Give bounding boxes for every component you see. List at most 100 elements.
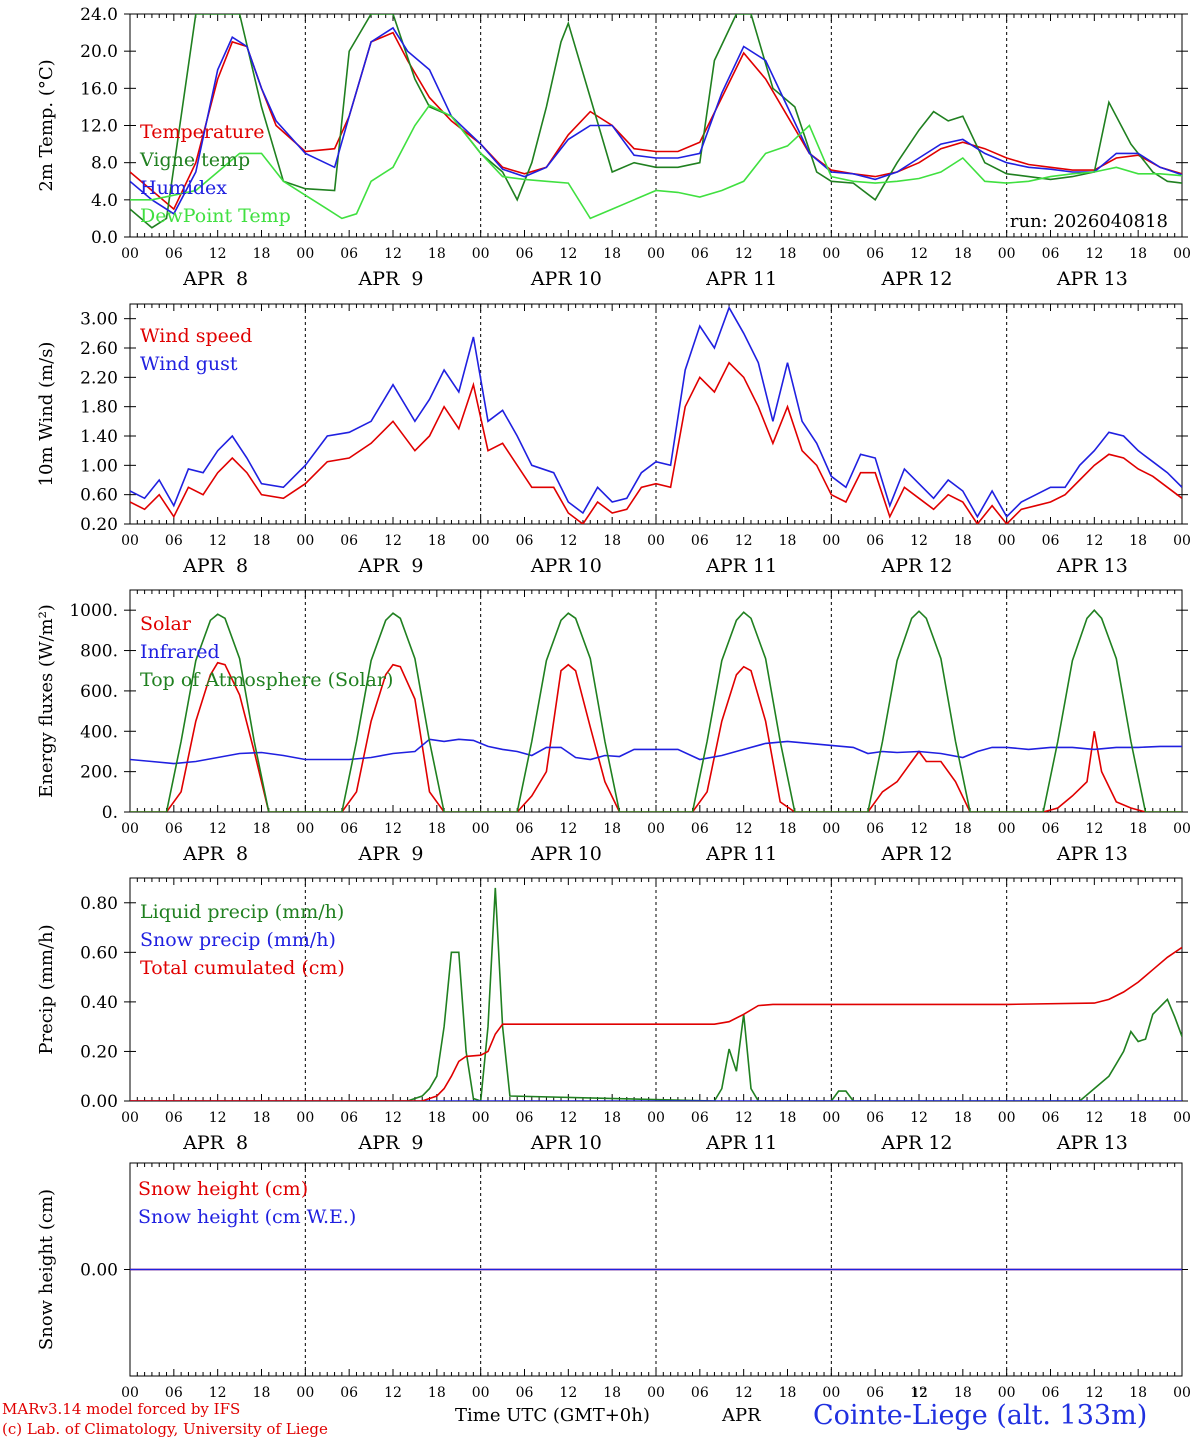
- x-tick-label: 00: [472, 533, 490, 549]
- day-label: APR 10: [530, 1132, 602, 1154]
- day-label: APR 12: [880, 268, 952, 290]
- y-axis-title-4: Snow height (cm): [36, 1189, 57, 1350]
- x-tick-label: 18: [428, 533, 446, 549]
- series-line-humidex: [130, 26, 1182, 215]
- day-label: APR 13: [1056, 843, 1128, 865]
- superscript-label: 12: [912, 1386, 928, 1400]
- time-axis-label: Time UTC (GMT+0h): [455, 1405, 650, 1426]
- x-tick-label: 06: [340, 533, 358, 549]
- x-tick-label: 18: [428, 821, 446, 837]
- y-tick-label: 0.0: [91, 228, 118, 248]
- x-tick-label: 00: [121, 821, 139, 837]
- x-tick-label: 12: [384, 246, 402, 262]
- x-tick-label: 12: [559, 246, 577, 262]
- day-label: APR 11: [705, 268, 777, 290]
- x-tick-label: 00: [472, 246, 490, 262]
- x-tick-label: 12: [384, 1385, 402, 1398]
- day-label: APR 9: [358, 555, 424, 577]
- x-tick-label: 00: [822, 533, 840, 549]
- x-tick-label: 12: [735, 821, 753, 837]
- series-line-dewpoint-temp: [130, 104, 1182, 220]
- y-axis-title-0: 2m Temp. (°C): [36, 59, 57, 191]
- x-tick-label: 12: [209, 821, 227, 837]
- x-tick-label: 06: [165, 821, 183, 837]
- x-tick-label: 18: [779, 821, 797, 837]
- day-label: APR 12: [880, 843, 952, 865]
- x-tick-label: 12: [559, 821, 577, 837]
- legend-entry: DewPoint Temp: [140, 205, 291, 227]
- x-tick-label: 00: [296, 821, 314, 837]
- x-tick-label: 12: [910, 821, 928, 837]
- x-tick-label: 00: [121, 533, 139, 549]
- x-tick-label: 00: [998, 533, 1016, 549]
- x-tick-label: 00: [822, 821, 840, 837]
- run-annotation: run: 2026040818: [1010, 211, 1168, 232]
- x-tick-label: 00: [1173, 1385, 1191, 1398]
- x-tick-label: 06: [1042, 533, 1060, 549]
- day-label: APR 12: [880, 1132, 952, 1154]
- x-tick-label: 12: [910, 246, 928, 262]
- y-tick-label: 0.20: [80, 515, 118, 535]
- day-label: APR 11: [705, 555, 777, 577]
- x-tick-label: 00: [647, 533, 665, 549]
- x-tick-label: 12: [384, 821, 402, 837]
- day-label: APR 13: [1056, 1132, 1128, 1154]
- series-line-temperature: [130, 31, 1182, 211]
- x-tick-label: 12: [910, 1110, 928, 1126]
- x-tick-label: 00: [472, 821, 490, 837]
- y-tick-label: 16.0: [80, 79, 118, 99]
- x-tick-label: 06: [866, 246, 884, 262]
- legend-entry: Snow precip (mm/h): [140, 929, 336, 951]
- x-tick-label: 00: [647, 1385, 665, 1398]
- y-tick-label: 200.: [80, 763, 118, 783]
- x-tick-label: 00: [121, 1110, 139, 1126]
- x-tick-label: 00: [296, 533, 314, 549]
- x-tick-label: 06: [1042, 246, 1060, 262]
- x-tick-label: 18: [603, 1385, 621, 1398]
- x-tick-label: 18: [253, 1110, 271, 1126]
- x-tick-label: 18: [1129, 533, 1147, 549]
- x-tick-label: 18: [603, 821, 621, 837]
- x-tick-label: 06: [340, 1110, 358, 1126]
- x-tick-label: 06: [516, 1110, 534, 1126]
- y-tick-label: 600.: [80, 682, 118, 702]
- y-tick-label: 1.80: [80, 398, 118, 418]
- day-label: APR 8: [182, 268, 248, 290]
- day-label: APR 8: [182, 843, 248, 865]
- x-tick-label: 12: [735, 1110, 753, 1126]
- x-tick-label: 18: [779, 246, 797, 262]
- day-label: APR 13: [1056, 268, 1128, 290]
- day-label: APR 11: [705, 1132, 777, 1154]
- x-tick-label: 06: [340, 821, 358, 837]
- y-tick-label: 0.: [102, 803, 118, 823]
- x-tick-label: 18: [428, 246, 446, 262]
- x-tick-label: 18: [954, 1385, 972, 1398]
- y-axis-title-1: 10m Wind (m/s): [36, 342, 57, 487]
- legend-entry: Liquid precip (mm/h): [140, 901, 344, 923]
- day-label: APR 10: [530, 555, 602, 577]
- x-tick-label: 00: [998, 246, 1016, 262]
- x-tick-label: 12: [559, 1110, 577, 1126]
- day-label: APR 8: [182, 555, 248, 577]
- y-tick-label: 1.00: [80, 456, 118, 476]
- x-tick-label: 12: [1085, 1385, 1103, 1398]
- legend-entry: Humidex: [140, 177, 227, 199]
- day-label: APR 9: [358, 268, 424, 290]
- series-line-wind-gust: [130, 305, 1182, 519]
- y-tick-label: 0.00: [80, 1261, 118, 1281]
- series-line-vigne-temp: [130, 14, 1182, 229]
- x-tick-label: 06: [165, 1110, 183, 1126]
- model-line2: (c) Lab. of Climatology, University of L…: [2, 1420, 328, 1438]
- x-tick-label: 06: [165, 533, 183, 549]
- y-tick-label: 8.0: [91, 154, 118, 174]
- y-tick-label: 1000.: [69, 601, 118, 621]
- legend-entry: Snow height (cm): [138, 1178, 308, 1200]
- x-tick-label: 12: [735, 533, 753, 549]
- series-line-wind-speed: [130, 361, 1182, 524]
- day-label: APR 10: [530, 268, 602, 290]
- series-line-total-cumulated-cm-: [130, 946, 1182, 1101]
- x-tick-label: 00: [296, 1110, 314, 1126]
- x-tick-label: 12: [735, 1385, 753, 1398]
- x-tick-label: 06: [691, 1385, 709, 1398]
- x-tick-label: 12: [735, 246, 753, 262]
